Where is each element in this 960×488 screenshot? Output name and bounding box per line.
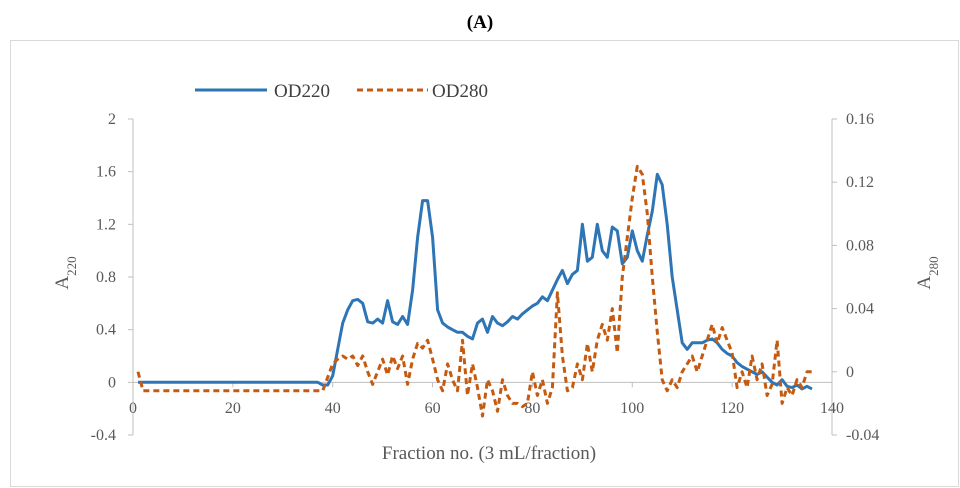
x-tick-label: 60: [425, 400, 441, 417]
legend-label-od220: OD220: [274, 81, 330, 102]
y-axis-title-right: A280: [914, 256, 941, 289]
axes: -0.4 0 0.4 0.8 1.2 1.6 2 -0.04 0 0.04 0.08 0.12 0.16…: [91, 111, 880, 444]
x-tick-label: 80: [524, 400, 540, 417]
x-tick-label: 40: [325, 400, 341, 417]
y-tick-label-left: 1.2: [96, 216, 116, 233]
series-line-od220: [138, 172, 813, 391]
x-tick-label: 140: [820, 400, 844, 417]
y-tick-label-right: 0.12: [846, 174, 874, 191]
y-tick-label-left: 0: [108, 374, 116, 391]
y-tick-label-right: 0.04: [846, 301, 874, 318]
legend-label-od280: OD280: [432, 81, 488, 102]
y-tick-label-left: 1.6: [96, 164, 116, 181]
series-group: [136, 164, 813, 418]
legend: OD220 OD280: [195, 81, 488, 102]
y-tick-label-left: -0.4: [91, 427, 116, 444]
figure-label: (A): [466, 12, 494, 33]
x-tick-label: 0: [129, 400, 137, 417]
y-tick-label-left: 0.8: [96, 269, 116, 286]
x-tick-label: 100: [620, 400, 644, 417]
x-axis-title: Fraction no. (3 mL/fraction): [382, 443, 596, 464]
chart-frame: [10, 40, 959, 487]
x-tick-label: 20: [225, 400, 241, 417]
x-tick-label: 120: [720, 400, 744, 417]
y-tick-label-right: 0.16: [846, 111, 874, 128]
y-tick-label-right: 0.08: [846, 237, 874, 254]
y-tick-label-left: 0.4: [96, 322, 116, 339]
y-tick-label-right: 0: [846, 364, 854, 381]
y-tick-label-right: -0.04: [846, 427, 879, 444]
y-axis-title-left: A220: [52, 256, 79, 289]
series-line-od280: [136, 164, 812, 418]
y-tick-label-left: 2: [108, 111, 116, 128]
